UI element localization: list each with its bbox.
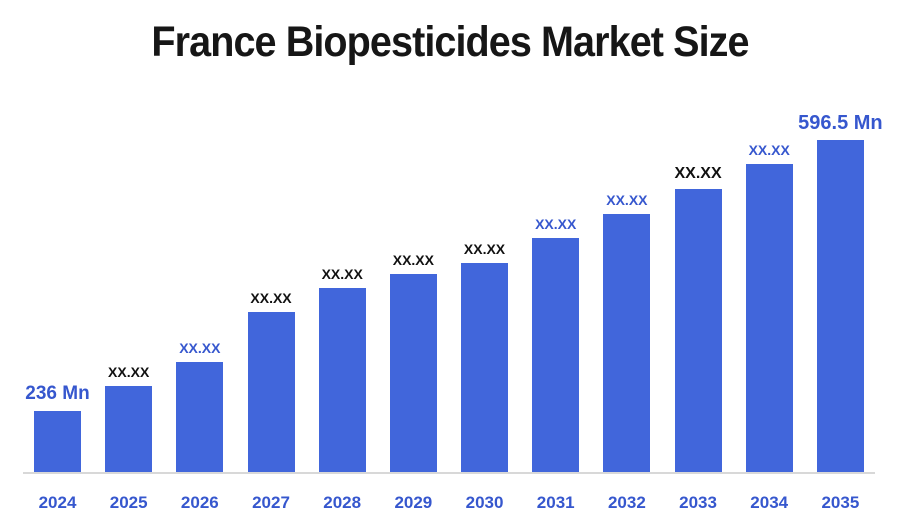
bar	[105, 386, 153, 472]
bar-column: XX.XX	[674, 165, 722, 472]
x-tick-label: 2032	[607, 493, 646, 512]
bar	[674, 189, 722, 472]
x-tick-label: 2033	[679, 493, 717, 512]
x-tick-label: 2031	[536, 493, 575, 512]
bar-value-label: XX.XX	[463, 240, 506, 257]
bar	[176, 362, 224, 472]
bar	[603, 214, 651, 472]
bar	[532, 238, 580, 472]
bar-column: XX.XX	[247, 289, 295, 472]
bar-value-label: XX.XX	[250, 289, 292, 306]
x-tick-label: 2034	[750, 493, 789, 512]
bar-value-label: XX.XX	[179, 339, 221, 356]
x-axis-labels: 2024 2025 2026 2027 2028 2029 2030 2031 2032 2033…	[23, 493, 875, 513]
bar-value-label: XX.XX	[108, 363, 150, 380]
chart-title: France Biopesticides Market Size	[151, 18, 749, 66]
x-tick-label: 2025	[109, 493, 148, 512]
bar-column: XX.XX	[461, 240, 509, 472]
bar-column: XX.XX	[105, 363, 153, 472]
x-tick-label: 2026	[180, 493, 219, 512]
bar-column: 236 Mn	[25, 383, 90, 472]
x-tick-label: 2024	[38, 493, 77, 512]
bar-column: XX.XX	[389, 251, 437, 472]
bar-value-label: XX.XX	[392, 251, 434, 268]
bar-column: XX.XX	[745, 141, 793, 472]
x-tick-label: 2027	[252, 493, 290, 512]
bar-value-label: 596.5 Mn	[798, 112, 883, 134]
x-tick-label: 2029	[394, 493, 433, 512]
bar-column: XX.XX	[603, 191, 651, 472]
bar	[389, 274, 437, 472]
bar	[816, 140, 864, 472]
bar-column: XX.XX	[318, 265, 366, 472]
bar	[34, 411, 81, 472]
bar	[247, 312, 295, 472]
bar-value-label: XX.XX	[674, 165, 722, 183]
bar-value-label: 236 Mn	[25, 383, 90, 405]
x-tick-label: 2030	[465, 493, 504, 512]
bar	[318, 288, 366, 472]
bar-column: XX.XX	[176, 339, 224, 472]
bar	[745, 164, 793, 472]
bar-value-label: XX.XX	[748, 141, 790, 158]
bar-value-label: XX.XX	[321, 265, 363, 282]
x-tick-label: 2028	[323, 493, 362, 512]
bar	[461, 263, 509, 472]
bar-value-label: XX.XX	[606, 191, 648, 208]
bar-column: XX.XX	[532, 215, 580, 472]
bar-value-label: XX.XX	[535, 215, 577, 232]
plot-area: 236 Mn XX.XX XX.XX XX.XX XX.XX XX.XX XX.XX XX.X…	[23, 112, 883, 474]
bar-column: 596.5 Mn	[798, 112, 883, 472]
x-tick-label: 2035	[821, 493, 860, 512]
